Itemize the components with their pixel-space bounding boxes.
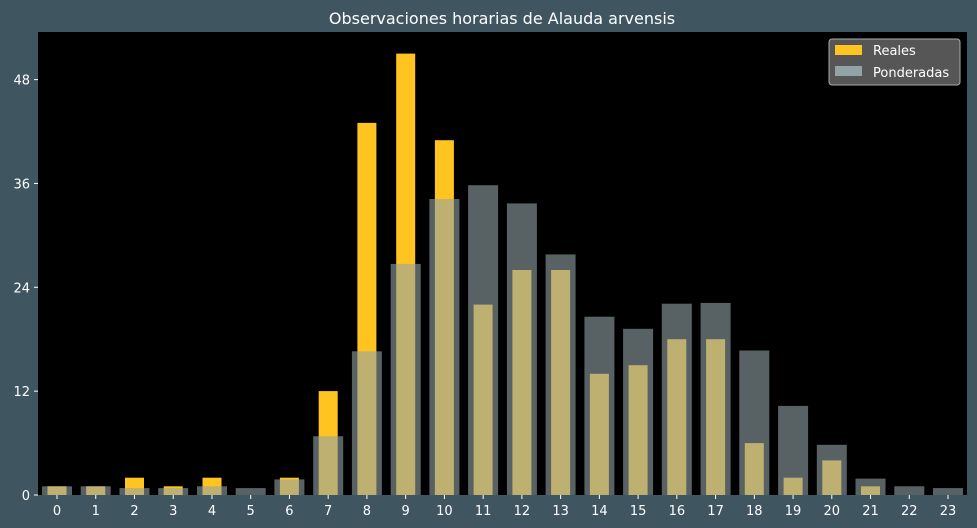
x-axis: 0 1 2 3 4 5 6 7 8 9 10 11 12 13 14 15 16 17 18 19 20 21 22 23 — [53, 495, 956, 519]
x-tick-label: 0 — [53, 504, 61, 519]
bar-ponderadas-15 — [623, 328, 654, 495]
legend-swatch-ponderadas — [835, 66, 862, 76]
bar-ponderadas-9 — [390, 263, 421, 495]
x-tick-label: 23 — [940, 504, 957, 519]
bar-ponderadas-11 — [468, 185, 499, 495]
bar-ponderadas-13 — [545, 254, 576, 495]
bar-ponderadas-18 — [739, 350, 770, 495]
y-tick-label: 0 — [22, 489, 30, 504]
y-axis: 0 12 24 36 48 — [13, 74, 38, 504]
bar-ponderadas-23 — [933, 488, 963, 495]
legend: Reales Ponderadas — [828, 38, 961, 86]
plot-area — [38, 32, 967, 495]
bar-ponderadas-16 — [661, 303, 692, 495]
x-tick-label: 16 — [669, 504, 686, 519]
x-tick-label: 19 — [785, 504, 802, 519]
bar-ponderadas-17 — [700, 302, 731, 495]
x-tick-label: 9 — [402, 504, 410, 519]
bar-ponderadas-5 — [235, 488, 266, 495]
bar-ponderadas-19 — [778, 405, 809, 495]
bar-ponderadas-2 — [119, 488, 150, 495]
x-tick-label: 6 — [285, 504, 293, 519]
y-tick-label: 36 — [13, 177, 30, 192]
series-ponderadas — [42, 185, 963, 495]
x-tick-label: 12 — [514, 504, 531, 519]
x-tick-label: 1 — [92, 504, 100, 519]
legend-swatch-reales — [835, 45, 862, 55]
legend-label-ponderadas: Ponderadas — [873, 66, 949, 81]
bar-ponderadas-22 — [894, 486, 925, 495]
x-tick-label: 3 — [169, 504, 177, 519]
x-tick-label: 2 — [130, 504, 138, 519]
y-tick-label: 24 — [13, 281, 30, 296]
bar-ponderadas-0 — [42, 486, 72, 495]
x-tick-label: 13 — [552, 504, 569, 519]
x-tick-label: 7 — [324, 504, 332, 519]
legend-label-reales: Reales — [873, 44, 916, 59]
bar-ponderadas-6 — [274, 479, 305, 495]
x-tick-label: 14 — [591, 504, 608, 519]
x-tick-label: 15 — [630, 504, 647, 519]
bar-ponderadas-10 — [429, 199, 460, 495]
bar-ponderadas-4 — [197, 486, 227, 495]
x-tick-label: 20 — [824, 504, 841, 519]
x-tick-label: 18 — [746, 504, 763, 519]
x-tick-label: 22 — [901, 504, 918, 519]
bar-ponderadas-20 — [816, 444, 847, 495]
x-tick-label: 21 — [862, 504, 879, 519]
x-tick-label: 17 — [707, 504, 724, 519]
bar-ponderadas-8 — [351, 351, 382, 495]
bar-ponderadas-3 — [158, 488, 189, 495]
bar-ponderadas-12 — [506, 203, 537, 495]
y-tick-label: 48 — [13, 74, 30, 89]
x-tick-label: 5 — [247, 504, 255, 519]
x-tick-label: 8 — [363, 504, 371, 519]
bar-ponderadas-7 — [313, 436, 344, 495]
y-tick-label: 12 — [13, 385, 30, 400]
bar-ponderadas-14 — [584, 316, 615, 495]
chart-title: Observaciones horarias de Alauda arvensi… — [329, 9, 675, 28]
x-tick-label: 11 — [475, 504, 492, 519]
x-tick-label: 4 — [208, 504, 216, 519]
bar-ponderadas-1 — [80, 486, 111, 495]
x-tick-label: 10 — [436, 504, 453, 519]
bar-ponderadas-21 — [855, 478, 886, 495]
